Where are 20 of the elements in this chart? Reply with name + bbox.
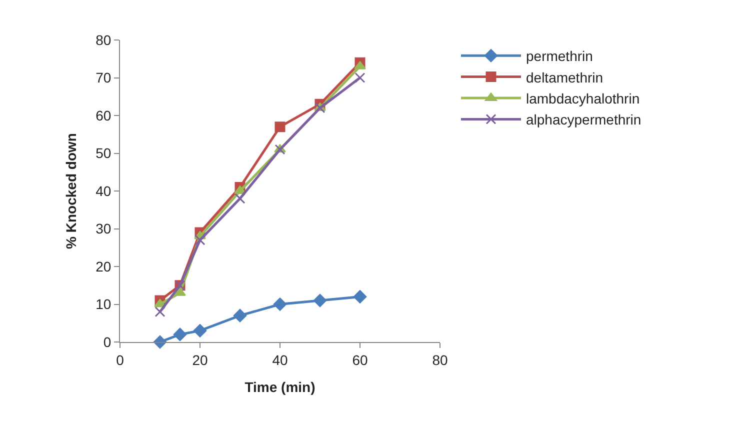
y-tick-label: 40 xyxy=(96,182,112,199)
legend-label: permethrin xyxy=(526,48,593,64)
y-tick-label: 80 xyxy=(96,32,112,48)
x-tick-label: 0 xyxy=(116,352,124,368)
x-axis-title: Time (min) xyxy=(244,379,316,396)
legend-label: alphacypermethrin xyxy=(526,112,642,128)
y-tick-label: 0 xyxy=(103,334,112,350)
y-tick-label: 50 xyxy=(96,145,112,162)
y-tick-label: 10 xyxy=(96,296,112,312)
y-tick-label: 70 xyxy=(96,70,112,86)
y-axis-title: % Knocked down xyxy=(63,133,80,249)
y-tick-label: 60 xyxy=(96,107,112,124)
y-tick-label: 30 xyxy=(96,220,112,237)
x-tick-label: 80 xyxy=(432,352,448,368)
x-tick-label: 60 xyxy=(352,352,368,368)
legend-label: deltamethrin xyxy=(526,69,604,86)
x-tick-label: 40 xyxy=(272,352,288,368)
y-tick-label: 20 xyxy=(96,258,112,274)
x-tick-label: 20 xyxy=(192,352,208,368)
legend-label: lambdacyhalothrin xyxy=(526,90,640,106)
